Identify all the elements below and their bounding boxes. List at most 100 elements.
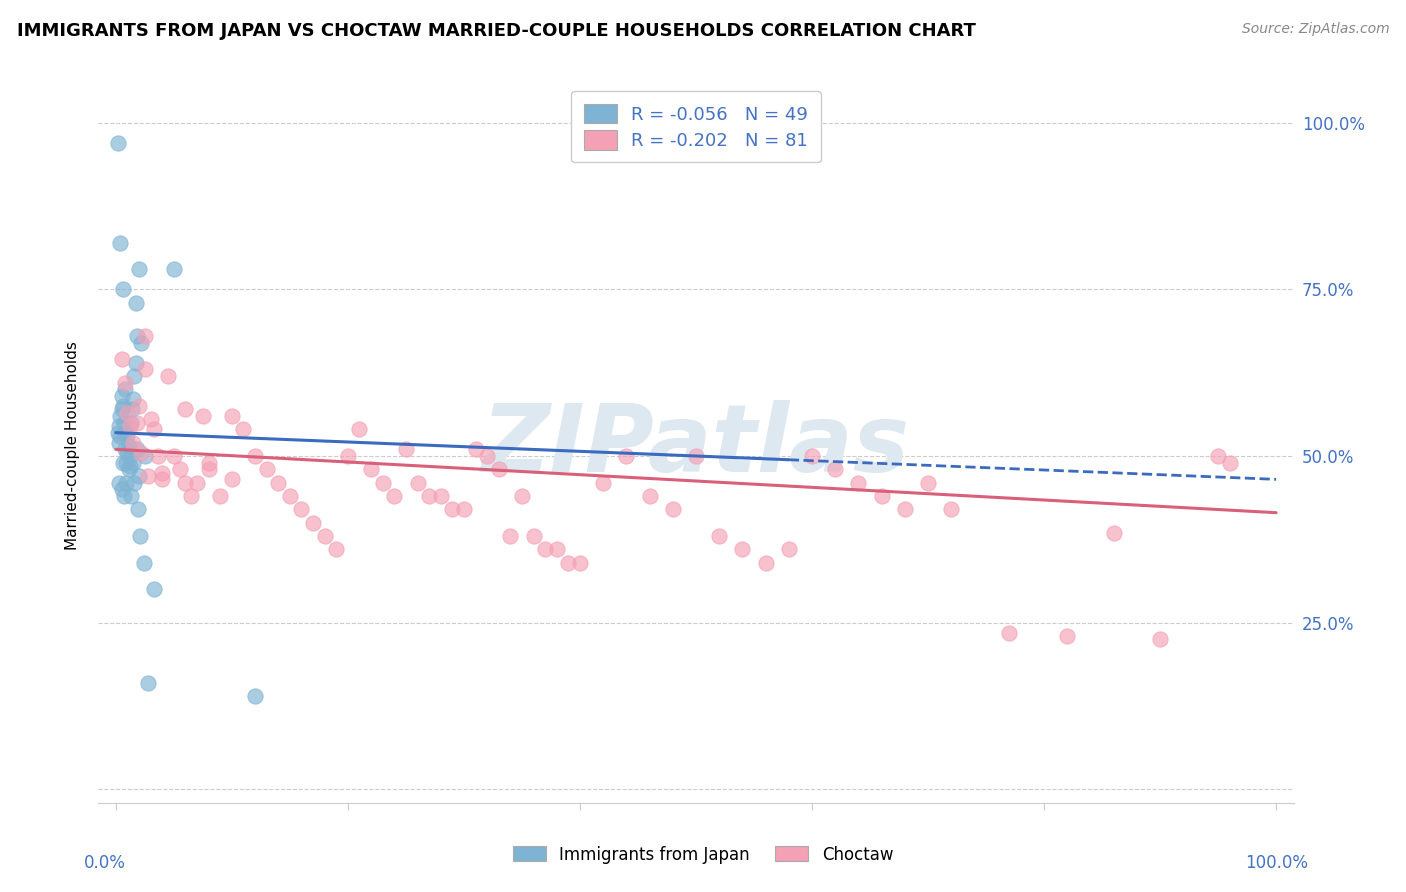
- Point: [278, 489, 301, 503]
- Point: [180, 489, 202, 503]
- Point: [118, 449, 141, 463]
- Point: [267, 475, 290, 490]
- Point: [146, 449, 169, 463]
- Point: [110, 409, 132, 423]
- Point: [557, 556, 579, 570]
- Point: [941, 502, 963, 516]
- Point: [221, 472, 243, 486]
- Point: [174, 402, 197, 417]
- Point: [117, 462, 139, 476]
- Point: [128, 469, 150, 483]
- Point: [136, 675, 159, 690]
- Point: [534, 542, 557, 557]
- Point: [131, 445, 153, 459]
- Point: [124, 475, 146, 490]
- Point: [197, 456, 219, 470]
- Point: [302, 516, 325, 530]
- Point: [111, 402, 134, 417]
- Text: Source: ZipAtlas.com: Source: ZipAtlas.com: [1241, 22, 1389, 37]
- Point: [163, 449, 186, 463]
- Point: [124, 295, 146, 310]
- Point: [1102, 525, 1125, 540]
- Point: [395, 442, 418, 457]
- Point: [143, 422, 166, 436]
- Point: [139, 412, 162, 426]
- Point: [114, 382, 136, 396]
- Point: [169, 462, 191, 476]
- Point: [110, 429, 132, 443]
- Point: [108, 419, 131, 434]
- Point: [1056, 629, 1078, 643]
- Legend: Immigrants from Japan, Choctaw: Immigrants from Japan, Choctaw: [506, 839, 900, 871]
- Point: [128, 399, 150, 413]
- Point: [232, 422, 254, 436]
- Point: [1219, 456, 1241, 470]
- Point: [256, 462, 278, 476]
- Point: [134, 329, 156, 343]
- Point: [125, 442, 148, 457]
- Point: [349, 422, 371, 436]
- Point: [108, 475, 131, 490]
- Point: [464, 442, 486, 457]
- Point: [778, 542, 800, 557]
- Point: [186, 475, 208, 490]
- Point: [129, 529, 152, 543]
- Y-axis label: Married-couple Households: Married-couple Households: [65, 342, 80, 550]
- Point: [755, 556, 778, 570]
- Point: [125, 329, 148, 343]
- Point: [336, 449, 359, 463]
- Point: [1149, 632, 1171, 647]
- Point: [121, 402, 143, 417]
- Point: [107, 136, 129, 150]
- Point: [131, 335, 153, 350]
- Point: [124, 356, 146, 370]
- Point: [522, 529, 544, 543]
- Point: [134, 449, 156, 463]
- Point: [157, 368, 180, 383]
- Point: [499, 529, 522, 543]
- Point: [132, 556, 155, 570]
- Point: [111, 483, 134, 497]
- Point: [111, 399, 134, 413]
- Point: [136, 469, 159, 483]
- Point: [243, 689, 266, 703]
- Point: [120, 416, 142, 430]
- Point: [150, 472, 173, 486]
- Point: [118, 458, 141, 473]
- Point: [418, 489, 440, 503]
- Point: [143, 582, 166, 597]
- Point: [614, 449, 637, 463]
- Point: [731, 542, 754, 557]
- Point: [870, 489, 893, 503]
- Point: [111, 352, 134, 367]
- Point: [191, 409, 214, 423]
- Point: [107, 425, 129, 440]
- Point: [510, 489, 533, 503]
- Point: [111, 282, 134, 296]
- Point: [360, 462, 382, 476]
- Point: [120, 489, 142, 503]
- Point: [917, 475, 939, 490]
- Legend: R = -0.056   N = 49, R = -0.202   N = 81: R = -0.056 N = 49, R = -0.202 N = 81: [571, 91, 821, 162]
- Point: [127, 502, 149, 516]
- Point: [117, 429, 139, 443]
- Point: [197, 462, 219, 476]
- Point: [290, 502, 312, 516]
- Point: [150, 466, 173, 480]
- Point: [128, 262, 150, 277]
- Point: [546, 542, 568, 557]
- Point: [592, 475, 614, 490]
- Point: [117, 445, 139, 459]
- Point: [209, 489, 232, 503]
- Point: [114, 425, 136, 440]
- Point: [453, 502, 475, 516]
- Point: [894, 502, 917, 516]
- Point: [108, 435, 131, 450]
- Point: [110, 235, 132, 250]
- Text: 0.0%: 0.0%: [84, 855, 127, 872]
- Point: [429, 489, 451, 503]
- Point: [848, 475, 870, 490]
- Text: IMMIGRANTS FROM JAPAN VS CHOCTAW MARRIED-COUPLE HOUSEHOLDS CORRELATION CHART: IMMIGRANTS FROM JAPAN VS CHOCTAW MARRIED…: [17, 22, 976, 40]
- Point: [125, 416, 148, 430]
- Point: [114, 442, 136, 457]
